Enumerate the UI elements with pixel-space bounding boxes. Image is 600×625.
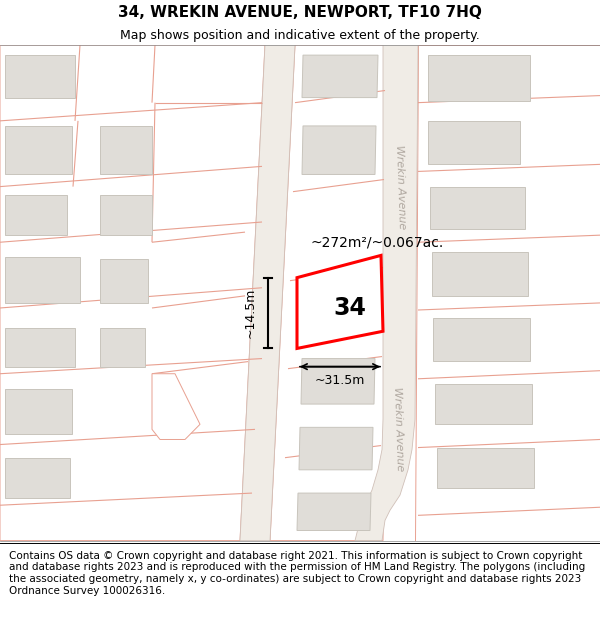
Polygon shape [432, 253, 528, 296]
Polygon shape [0, 45, 265, 541]
Text: Wrekin Avenue: Wrekin Avenue [394, 144, 406, 229]
Polygon shape [430, 187, 525, 229]
Polygon shape [437, 448, 534, 488]
Polygon shape [355, 45, 418, 541]
Polygon shape [240, 45, 295, 541]
Text: Map shows position and indicative extent of the property.: Map shows position and indicative extent… [120, 29, 480, 42]
Text: ~31.5m: ~31.5m [315, 374, 365, 388]
Polygon shape [435, 384, 532, 424]
Polygon shape [5, 126, 72, 174]
Text: Contains OS data © Crown copyright and database right 2021. This information is : Contains OS data © Crown copyright and d… [9, 551, 585, 596]
Polygon shape [297, 256, 383, 349]
Polygon shape [100, 195, 152, 235]
Text: 34: 34 [333, 296, 366, 320]
Text: 34, WREKIN AVENUE, NEWPORT, TF10 7HQ: 34, WREKIN AVENUE, NEWPORT, TF10 7HQ [118, 5, 482, 20]
Polygon shape [415, 45, 600, 541]
Polygon shape [100, 328, 145, 367]
Text: ~272m²/~0.067ac.: ~272m²/~0.067ac. [310, 235, 443, 249]
Polygon shape [428, 121, 520, 164]
Polygon shape [297, 493, 371, 531]
Polygon shape [428, 55, 530, 101]
Polygon shape [100, 126, 152, 174]
Polygon shape [5, 328, 75, 367]
Polygon shape [5, 258, 80, 303]
Polygon shape [5, 458, 70, 498]
Polygon shape [5, 195, 67, 235]
Polygon shape [302, 126, 376, 174]
Polygon shape [299, 428, 373, 470]
Text: Wrekin Avenue: Wrekin Avenue [392, 387, 404, 472]
Polygon shape [302, 55, 378, 98]
Polygon shape [100, 259, 148, 303]
Polygon shape [301, 359, 375, 404]
Text: ~14.5m: ~14.5m [244, 288, 257, 338]
Polygon shape [152, 374, 200, 439]
Polygon shape [5, 389, 72, 434]
Polygon shape [433, 318, 530, 361]
Polygon shape [270, 45, 388, 541]
Polygon shape [5, 55, 75, 98]
